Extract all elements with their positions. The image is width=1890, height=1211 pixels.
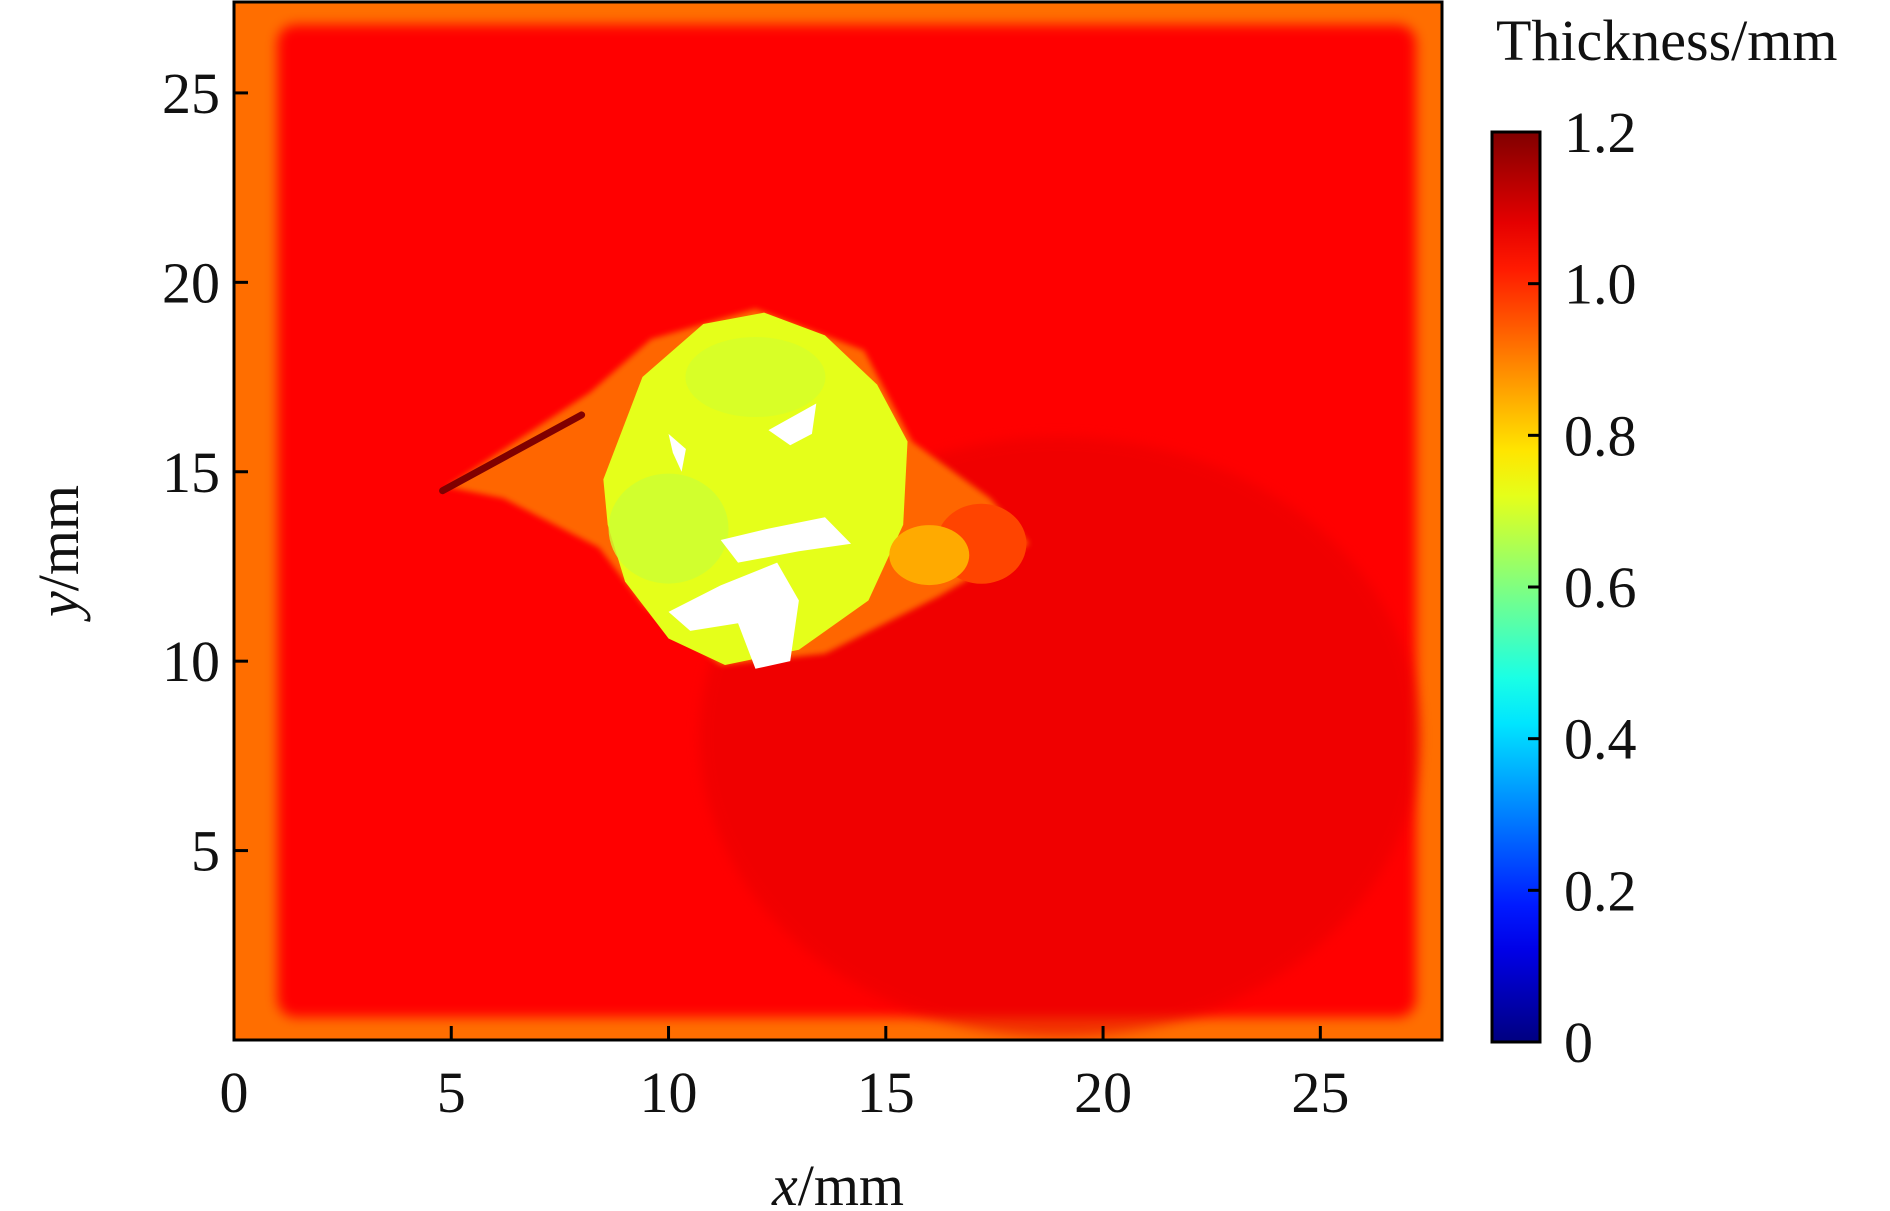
x-tick-label: 5 [437, 1060, 466, 1125]
y-tick-label: 5 [191, 819, 220, 884]
x-tick-label: 25 [1291, 1060, 1349, 1125]
colorbar-ticks: 0 0.2 0.4 0.6 0.8 1.0 1.2 [1528, 100, 1637, 1075]
x-axis-var: x [771, 1153, 798, 1211]
heatmap-field [234, 2, 1442, 1040]
colorbar-tick-label: 0.4 [1564, 707, 1637, 772]
colorbar-tick-label: 0.8 [1564, 403, 1637, 468]
colorbar-tick-label: 1.0 [1564, 252, 1637, 317]
defect-spot [889, 525, 970, 586]
defect-patch [685, 337, 826, 418]
defect-patch [608, 473, 729, 584]
y-tick-label: 10 [162, 629, 220, 694]
colorbar-tick-label: 0 [1564, 1010, 1593, 1075]
x-axis-title: x/mm [771, 1153, 904, 1211]
colorbar-tick-label: 1.2 [1564, 100, 1637, 165]
x-axis: 0 5 10 15 20 25 [220, 1026, 1349, 1125]
x-tick-label: 10 [640, 1060, 698, 1125]
y-tick-label: 15 [162, 440, 220, 505]
missing-data-area [768, 403, 817, 446]
missing-data-area [720, 517, 852, 563]
y-axis-var: y [26, 591, 91, 622]
x-tick-label: 20 [1074, 1060, 1132, 1125]
plot-frame [232, 0, 1444, 1042]
x-axis-unit: /mm [798, 1153, 904, 1211]
x-tick-label: 0 [220, 1060, 249, 1125]
crack-line [439, 411, 586, 495]
y-axis-title: y/mm [26, 485, 91, 622]
colorbar-tick-label: 0.6 [1564, 555, 1637, 620]
missing-data-area [668, 562, 799, 669]
x-tick-label: 15 [857, 1060, 915, 1125]
colorbar-tick-label: 0.2 [1564, 858, 1637, 923]
y-tick-label: 20 [162, 250, 220, 315]
y-tick-label: 25 [162, 61, 220, 126]
y-axis-unit: /mm [26, 485, 91, 591]
y-axis: 5 10 15 20 25 [162, 61, 248, 884]
colorbar-title: Thickness/mm [1496, 8, 1838, 73]
missing-data-area [668, 433, 686, 472]
